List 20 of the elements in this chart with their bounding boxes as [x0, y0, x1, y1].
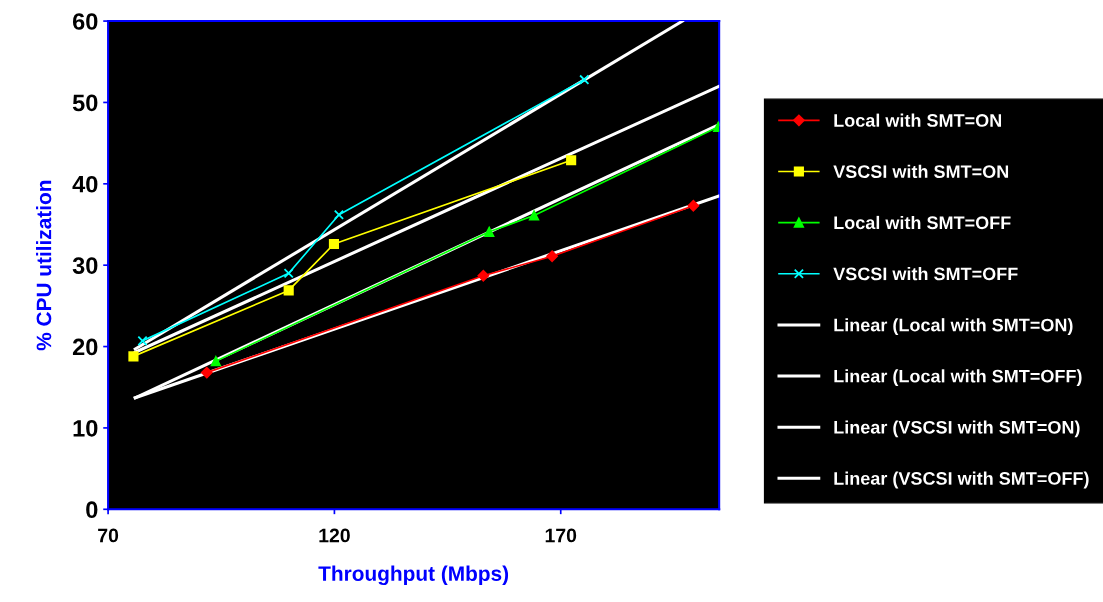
y-tick-label: 40	[72, 175, 98, 193]
y-tick-label: 30	[72, 257, 98, 274]
legend-label: Linear (Local with SMT=OFF)	[834, 369, 1082, 387]
y-tick-label: 0	[86, 501, 98, 519]
x-axis-title: Throughput (Mbps)	[318, 565, 509, 586]
legend-label: VSCSI with SMT=ON	[833, 164, 1009, 179]
legend-label: Local with SMT=ON	[834, 113, 1002, 127]
legend-label: Linear (VSCSI with SMT=OFF)	[834, 471, 1089, 489]
y-tick-label: 60	[72, 13, 98, 30]
legend-label: Linear (Local with SMT=ON)	[834, 318, 1073, 335]
legend-label: Local with SMT=OFF	[834, 215, 1011, 230]
y-tick-label: 50	[72, 94, 98, 112]
x-tick-label: 70	[98, 528, 119, 543]
legend-label: VSCSI with SMT=OFF	[833, 267, 1018, 281]
y-axis-title: % CPU utilization	[36, 180, 52, 351]
y-tick-label: 10	[73, 419, 98, 437]
y-tick-label: 20	[72, 338, 98, 356]
x-tick-label: 170	[545, 528, 577, 543]
x-tick-label: 120	[319, 528, 350, 543]
legend-label: Linear (VSCSI with SMT=ON)	[834, 420, 1080, 438]
